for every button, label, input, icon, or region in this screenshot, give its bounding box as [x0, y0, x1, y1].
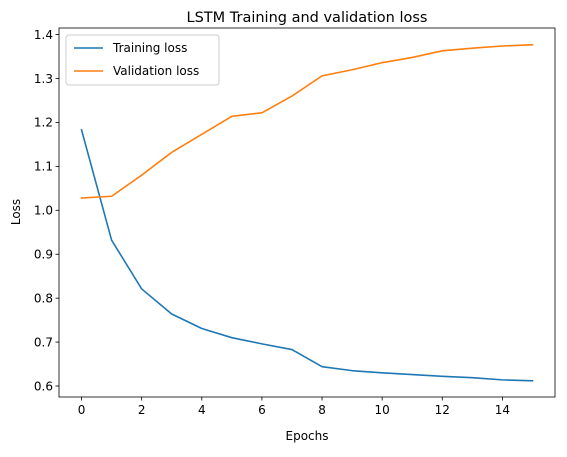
series-line-training-loss — [80, 128, 534, 382]
y-tick-label: 1.1 — [34, 160, 53, 174]
x-axis-ticks: 0 2 4 6 8 10 12 14 — [78, 397, 510, 417]
y-axis-label: Loss — [9, 199, 23, 225]
x-axis-label: Epochs — [286, 429, 329, 443]
x-tick-label: 0 — [78, 403, 86, 417]
y-tick-label: 0.6 — [34, 379, 53, 393]
x-tick-label: 8 — [318, 403, 326, 417]
y-tick-label: 0.7 — [34, 335, 53, 349]
plot-frame — [58, 27, 556, 398]
y-tick-label: 1.4 — [34, 28, 53, 42]
y-tick-label: 0.8 — [34, 291, 53, 305]
series-layer — [80, 43, 534, 382]
y-tick-label: 1.3 — [34, 72, 53, 86]
series-line-validation-loss — [80, 43, 534, 199]
y-axis-ticks: 0.6 0.7 0.8 0.9 1.0 1.1 1.2 1.3 1.4 — [34, 28, 59, 393]
chart-title: LSTM Training and validation loss — [187, 10, 428, 26]
y-tick-label: 1.2 — [34, 116, 53, 130]
x-tick-label: 2 — [138, 403, 146, 417]
x-tick-label: 10 — [375, 403, 390, 417]
legend-label-validation-loss: Validation loss — [113, 64, 199, 78]
y-tick-label: 1.0 — [34, 204, 53, 218]
x-tick-label: 12 — [435, 403, 450, 417]
legend: Training loss Validation loss — [65, 34, 220, 86]
x-tick-label: 14 — [495, 403, 510, 417]
x-tick-label: 6 — [258, 403, 266, 417]
x-tick-label: 4 — [198, 403, 206, 417]
legend-box — [65, 34, 220, 86]
legend-label-training-loss: Training loss — [112, 41, 187, 55]
y-tick-label: 0.9 — [34, 248, 53, 262]
